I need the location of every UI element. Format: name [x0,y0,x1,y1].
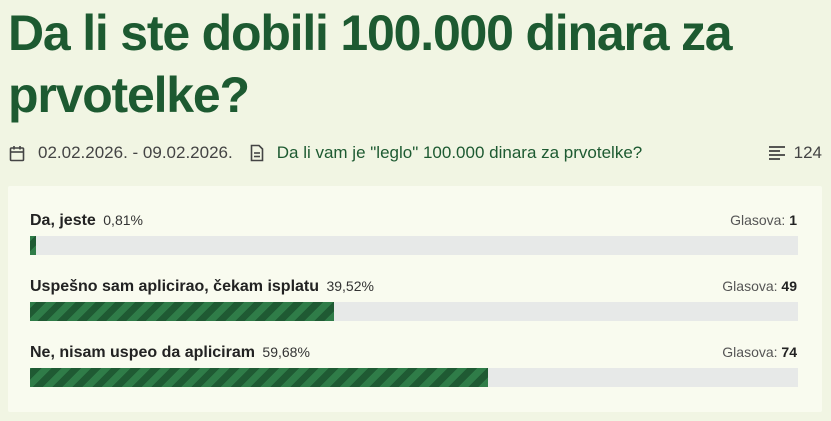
option-progress-fill [30,236,36,255]
option-votes: Glasova: 74 [722,344,797,360]
list-icon [768,143,786,163]
option-percent: 0,81% [103,212,143,228]
option-progress-fill [30,368,488,387]
option-progress-bar [30,302,798,321]
option-label: Ne, nisam uspeo da apliciram [30,344,255,361]
document-icon [248,143,266,163]
votes-label: Glasova: [730,212,786,228]
votes-label: Glasova: [722,344,778,360]
poll-results-panel: Da, jeste 0,81% Glasova: 1 Uspešno sam a… [8,186,822,412]
poll-total-count: 124 [768,143,822,163]
poll-question-link[interactable]: Da li vam je "leglo" 100.000 dinara za p… [276,143,643,162]
option-label: Uspešno sam aplicirao, čekam isplatu [30,278,320,295]
votes-count: 49 [781,278,797,294]
option-percent: 59,68% [262,344,310,360]
poll-meta: 02.02.2026. - 09.02.2026. Da li vam je "… [8,141,822,165]
votes-label: Glasova: [722,278,778,294]
poll-title: Da li ste dobili 100.000 dinara za prvot… [8,5,733,123]
option-votes: Glasova: 1 [730,212,797,228]
votes-count: 74 [781,344,797,360]
option-progress-fill [30,302,334,321]
option-progress-bar [30,236,798,255]
option-label: Da, jeste [30,212,96,229]
votes-count: 1 [789,212,797,228]
calendar-icon [8,143,26,163]
poll-date-range: 02.02.2026. - 09.02.2026. [38,143,233,162]
option-votes: Glasova: 49 [722,278,797,294]
option-progress-bar [30,368,798,387]
option-percent: 39,52% [326,278,374,294]
total-count-value: 124 [793,143,822,162]
